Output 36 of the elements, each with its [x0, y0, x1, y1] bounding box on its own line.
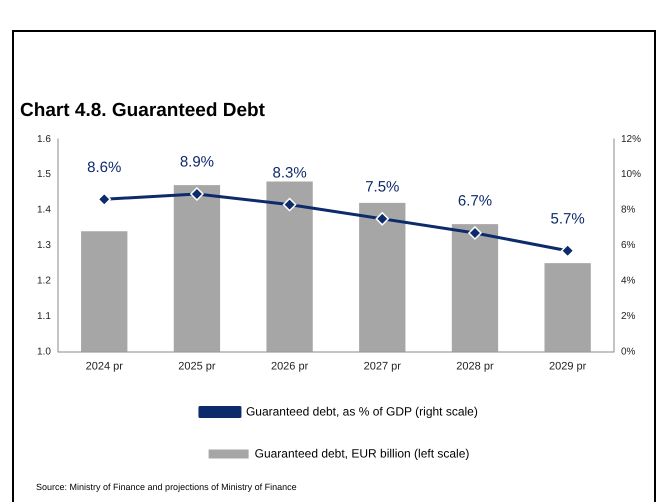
point — [190, 187, 204, 201]
y-tick-label: 1.1 — [36, 311, 52, 322]
x-tick-label: 2025 pr — [178, 360, 216, 372]
data-label: 8.9% — [180, 154, 214, 171]
y-tick-label: 1.6 — [36, 134, 52, 145]
y2-tick-label: 2% — [620, 311, 636, 322]
legend-label: Guaranteed debt, EUR billion (left scale) — [254, 446, 470, 460]
y-tick-label: 1.5 — [36, 169, 52, 180]
x-tick-label: 2024 pr — [86, 360, 124, 372]
legend-label: Guaranteed debt, as % of GDP (right scale) — [246, 404, 478, 418]
data-label: 8.3% — [272, 164, 307, 182]
x-tick-label: 2026 pr — [270, 360, 309, 372]
data-label: 8.6% — [87, 158, 122, 176]
y2-tick-label: 12% — [620, 134, 642, 145]
y-tick-label: 1.0 — [36, 346, 52, 358]
y-tick-label: 1.4 — [36, 204, 52, 216]
point — [282, 198, 296, 212]
x-tick-label: 2029 pr — [548, 360, 587, 372]
point — [468, 226, 482, 240]
x-tick-label: 2027 pr — [364, 360, 402, 372]
x-tick-label: 2028 pr — [456, 360, 494, 372]
y-tick-label: 1.2 — [36, 276, 52, 287]
y2-tick-label: 10% — [620, 169, 642, 180]
y2-tick-label: 0% — [620, 346, 636, 358]
y2-tick-label: 8% — [620, 204, 636, 216]
point — [560, 244, 574, 258]
point — [376, 212, 390, 226]
y-tick-label: 1.3 — [36, 240, 52, 252]
y2-tick-label: 4% — [620, 276, 636, 287]
point — [97, 192, 111, 206]
data-label: 5.7% — [550, 210, 585, 228]
chart-title: Chart 4.8. Guaranteed Debt — [20, 100, 265, 122]
data-label: 6.7% — [458, 192, 492, 210]
data-label: 7.5% — [365, 178, 400, 196]
y2-tick-label: 6% — [620, 240, 636, 252]
source-note: Source: Ministry of Finance and projections of Ministry of Finance — [36, 482, 297, 492]
